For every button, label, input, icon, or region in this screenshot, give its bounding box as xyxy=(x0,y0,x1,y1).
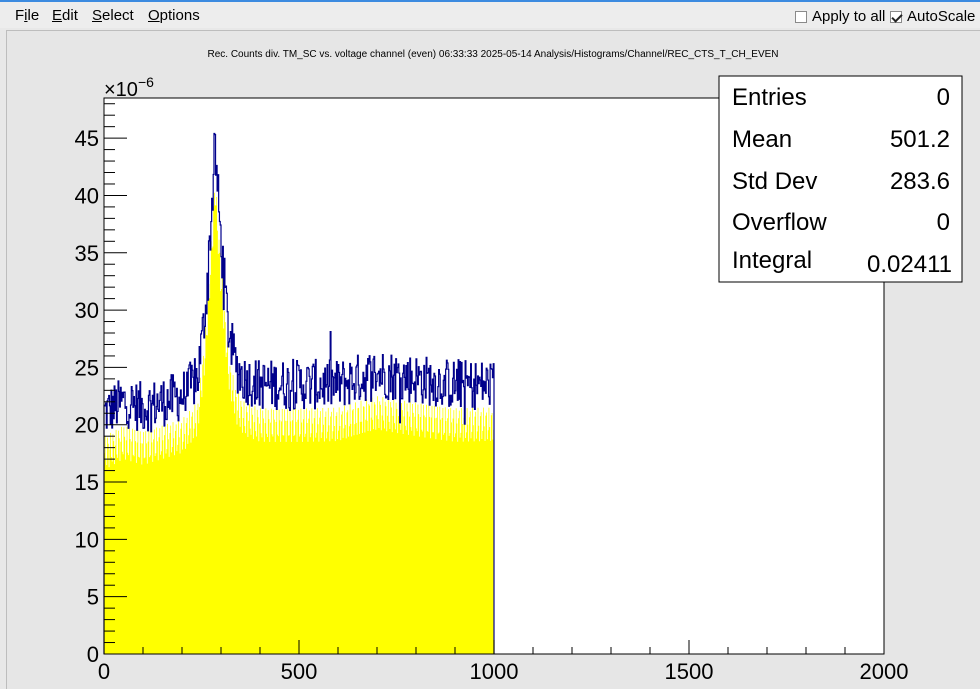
menu-options[interactable]: Options xyxy=(148,7,200,24)
stats-overflow-value: 0 xyxy=(937,209,950,236)
y-tick-label: 35 xyxy=(75,241,99,266)
autoscale-checkbox[interactable] xyxy=(890,10,902,23)
stats-mean-value: 501.2 xyxy=(890,126,950,153)
stats-box: Entries 0 Mean 501.2 Std Dev 283.6 Overf… xyxy=(718,75,963,283)
y-tick-label: 0 xyxy=(87,642,99,667)
menu-edit[interactable]: Edit xyxy=(52,7,78,24)
stats-integral-value: 0.02411 xyxy=(867,251,952,278)
stats-overflow-label: Overflow xyxy=(732,209,827,236)
x-axis: 0 500 1000 1500 2000 xyxy=(98,640,909,684)
x-tick-label: 0 xyxy=(98,659,110,684)
stats-integral-label: Integral xyxy=(732,247,812,274)
apply-to-all-label: Apply to all xyxy=(812,8,886,25)
y-exponent-label: ×10−6 xyxy=(104,74,154,101)
histogram-bars xyxy=(104,192,494,655)
menu-file[interactable]: File xyxy=(15,7,40,24)
stats-mean-label: Mean xyxy=(732,126,792,153)
histogram-outline xyxy=(103,132,495,654)
stats-entries-value: 0 xyxy=(937,84,950,111)
y-tick-label: 5 xyxy=(87,585,99,610)
histogram-fill xyxy=(104,192,494,655)
menu-bar: File Edit Select Options Apply to all Au… xyxy=(0,2,980,28)
x-tick-label: 1000 xyxy=(470,659,519,684)
chart-title: Rec. Counts div. TM_SC vs. voltage chann… xyxy=(207,49,778,60)
autoscale-label: AutoScale xyxy=(907,8,976,25)
menu-select[interactable]: Select xyxy=(92,7,134,24)
stats-stddev-value: 283.6 xyxy=(890,168,950,195)
y-tick-label: 25 xyxy=(75,355,99,380)
y-tick-label: 15 xyxy=(75,470,99,495)
y-tick-label: 40 xyxy=(75,183,99,208)
y-axis: 0 5 10 15 20 25 30 35 40 45 xyxy=(75,103,127,667)
y-tick-label: 30 xyxy=(75,298,99,323)
apply-to-all-checkbox[interactable] xyxy=(795,10,807,23)
x-tick-label: 1500 xyxy=(665,659,714,684)
y-tick-label: 20 xyxy=(75,413,99,438)
y-tick-label: 45 xyxy=(75,126,99,151)
x-tick-label: 500 xyxy=(281,659,318,684)
window-top-border xyxy=(0,0,980,2)
autoscale-option[interactable]: AutoScale xyxy=(890,8,975,25)
x-tick-label: 2000 xyxy=(860,659,909,684)
stats-entries-label: Entries xyxy=(732,84,807,111)
stats-stddev-label: Std Dev xyxy=(732,168,817,195)
y-tick-label: 10 xyxy=(75,527,99,552)
apply-to-all-option[interactable]: Apply to all xyxy=(795,8,885,25)
